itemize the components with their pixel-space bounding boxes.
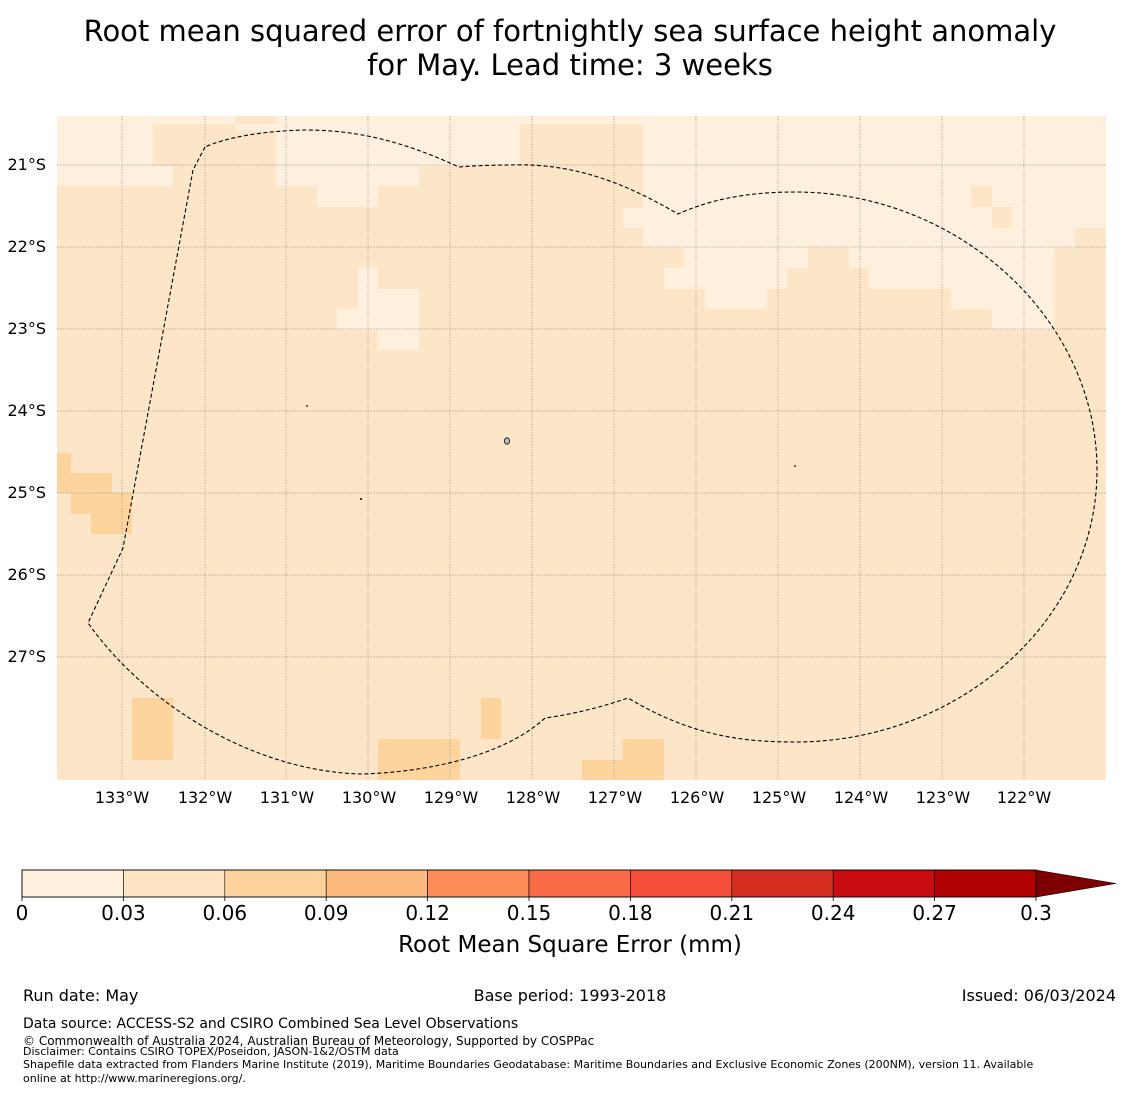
rmse-cell bbox=[317, 186, 378, 207]
colorbar-tick-label: 0.27 bbox=[912, 901, 957, 925]
longitude-tick-label: 125°W bbox=[751, 788, 807, 807]
latitude-tick-label: 23°S bbox=[7, 319, 46, 338]
rmse-cell bbox=[643, 124, 1106, 208]
colorbar-tick-label: 0.09 bbox=[303, 901, 349, 925]
rmse-cell bbox=[337, 309, 419, 330]
title-line-1: Root mean squared error of fortnightly s… bbox=[83, 14, 1057, 48]
rmse-cell bbox=[276, 166, 419, 186]
longitude-tick-label: 126°W bbox=[669, 788, 725, 807]
run-date: Run date: May bbox=[23, 986, 139, 1005]
colorbar-tick-label: 0.15 bbox=[506, 901, 552, 925]
colorbar-tick-label: 0.21 bbox=[709, 901, 755, 925]
rmse-cell bbox=[582, 760, 623, 780]
rmse-cell bbox=[91, 514, 132, 534]
latitude-tick-label: 25°S bbox=[7, 483, 46, 502]
oeno-island bbox=[794, 465, 796, 467]
disclaimer: Disclaimer: Contains CSIRO TOPEX/Poseido… bbox=[23, 1045, 399, 1058]
chart-title: Root mean squared error of fortnightly s… bbox=[0, 14, 1140, 82]
rmse-cell bbox=[643, 228, 1075, 248]
pitcairn-island bbox=[503, 437, 510, 445]
rmse-cell bbox=[869, 268, 1054, 289]
rmse-cell bbox=[57, 453, 71, 493]
title-line-2: for May. Lead time: 3 weeks bbox=[367, 48, 773, 82]
rmse-cell bbox=[520, 116, 1106, 124]
rmse-cell bbox=[623, 739, 664, 780]
longitude-tick-label: 123°W bbox=[915, 788, 971, 807]
longitude-tick-label: 124°W bbox=[833, 788, 889, 807]
longitude-tick-label: 127°W bbox=[587, 788, 643, 807]
colorbar-label: Root Mean Square Error (mm) bbox=[398, 932, 742, 958]
colorbar-tick-label: 0.3 bbox=[1020, 901, 1052, 925]
longitude-tick-label: 131°W bbox=[259, 788, 315, 807]
rmse-cell bbox=[664, 268, 787, 289]
rmse-cell bbox=[153, 116, 235, 124]
colorbar-tick-label: 0.18 bbox=[608, 901, 653, 925]
base-period: Base period: 1993-2018 bbox=[473, 986, 667, 1005]
colorbar-segment bbox=[528, 869, 631, 898]
rmse-cell bbox=[1075, 228, 1096, 248]
colorbar-segment bbox=[21, 869, 124, 898]
rmse-cell bbox=[132, 698, 173, 760]
rmse-cell bbox=[481, 698, 501, 739]
rmse-cell bbox=[684, 248, 808, 268]
rmse-cell bbox=[992, 309, 1054, 330]
colorbar-segment bbox=[630, 869, 733, 898]
colorbar-segment bbox=[325, 869, 428, 898]
colorbar-segment bbox=[832, 869, 935, 898]
latitude-tick-label: 27°S bbox=[7, 647, 46, 666]
eez-boundary bbox=[87, 129, 1098, 775]
rmse-cell bbox=[71, 473, 112, 493]
issued-date: Issued: 06/03/2024 bbox=[961, 986, 1116, 1005]
colorbar-tick-label: 0.12 bbox=[405, 901, 450, 925]
longitude-tick-label: 132°W bbox=[177, 788, 233, 807]
latitude-tick-label: 24°S bbox=[7, 401, 46, 420]
longitude-tick-label: 130°W bbox=[341, 788, 397, 807]
rmse-cell bbox=[358, 289, 419, 309]
copyright: © Commonwealth of Australia 2024, Austra… bbox=[23, 1034, 595, 1048]
rmse-cell bbox=[71, 493, 132, 514]
rmse-cell bbox=[276, 116, 520, 166]
rmse-cell bbox=[378, 739, 460, 780]
colorbar-segment bbox=[934, 869, 1037, 898]
colorbar-extend-arrow bbox=[1035, 869, 1117, 898]
rmse-cell bbox=[235, 124, 276, 130]
colorbar-tick-label: 0 bbox=[15, 901, 29, 925]
rmse-cell bbox=[992, 207, 1012, 228]
colorbar-tick-label: 0.24 bbox=[810, 901, 856, 925]
colorbar bbox=[21, 869, 1117, 901]
colorbar-segment bbox=[731, 869, 834, 898]
rmse-cell bbox=[951, 289, 1054, 309]
henderson-island bbox=[360, 498, 362, 500]
shapefile-line-1: Shapefile data extracted from Flanders M… bbox=[23, 1058, 1034, 1071]
rmse-cell bbox=[705, 289, 767, 309]
latitude-tick-label: 22°S bbox=[7, 237, 46, 256]
ducie-island bbox=[306, 405, 308, 407]
colorbar-segment bbox=[123, 869, 226, 898]
shapefile-line-2: online at http://www.marineregions.org/. bbox=[23, 1072, 246, 1085]
colorbar-tick-label: 0.06 bbox=[202, 901, 248, 925]
longitude-tick-label: 122°W bbox=[996, 788, 1052, 807]
rmse-cell bbox=[623, 208, 1106, 228]
colorbar-tick-label: 0.03 bbox=[101, 901, 146, 925]
map-area bbox=[57, 116, 1106, 780]
longitude-tick-label: 133°W bbox=[94, 788, 150, 807]
rmse-cell bbox=[971, 186, 992, 207]
rmse-cell bbox=[378, 330, 419, 350]
data-source: Data source: ACCESS-S2 and CSIRO Combine… bbox=[23, 1016, 519, 1032]
rmse-cell bbox=[849, 248, 1054, 268]
longitude-tick-label: 129°W bbox=[423, 788, 479, 807]
colorbar-segment bbox=[224, 869, 327, 898]
colorbar-segment bbox=[427, 869, 530, 898]
longitude-tick-label: 128°W bbox=[505, 788, 561, 807]
latitude-tick-label: 21°S bbox=[7, 155, 46, 174]
latitude-tick-label: 26°S bbox=[7, 565, 46, 584]
rmse-cell bbox=[57, 166, 173, 186]
